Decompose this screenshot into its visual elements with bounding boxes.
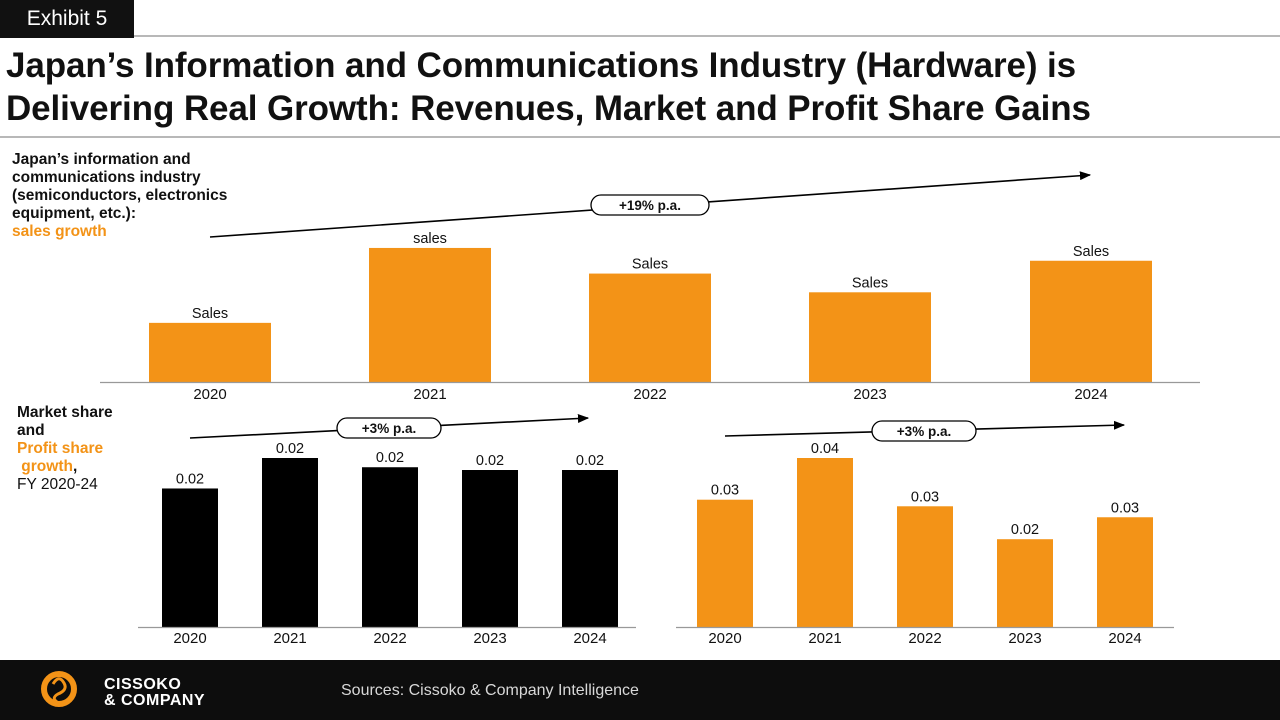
bar-2-2024 <box>562 470 618 627</box>
x-tick-3-2024: 2024 <box>1108 630 1141 647</box>
bar-2-2022 <box>362 467 418 627</box>
trend-label-1: +19% p.a. <box>619 198 681 213</box>
data-label-3-2022: 0.03 <box>911 489 939 505</box>
trend-badge-1 <box>590 194 710 216</box>
company-logo-icon <box>41 671 77 707</box>
data-label-2-2024: 0.02 <box>576 453 604 469</box>
trend-label-2: +3% p.a. <box>362 421 416 436</box>
sources-note: Sources: Cissoko & Company Intelligence <box>341 682 639 699</box>
data-label-2-2023: 0.02 <box>476 453 504 469</box>
trend-badge-2 <box>336 417 442 439</box>
bar-2-2023 <box>462 470 518 627</box>
bar-1-2021 <box>369 247 491 382</box>
bar-3-2023 <box>997 539 1053 627</box>
bar-2-2021 <box>262 458 318 627</box>
x-tick-3-2021: 2021 <box>808 630 841 647</box>
bar-1-2023 <box>809 292 931 382</box>
bar-1-2020 <box>149 322 271 382</box>
data-label-1-2023: Sales <box>852 275 888 291</box>
data-label-1-2021: sales <box>413 231 447 247</box>
logo-line-2: & COMPANY <box>104 692 206 709</box>
bar-3-2020 <box>697 499 753 627</box>
x-tick-2-2024: 2024 <box>573 630 606 647</box>
x-tick-1-2024: 2024 <box>1074 386 1107 403</box>
share-label-line-1: Market share <box>17 404 113 421</box>
x-tick-1-2021: 2021 <box>413 386 446 403</box>
data-label-1-2022: Sales <box>632 257 668 273</box>
x-tick-2-2022: 2022 <box>373 630 406 647</box>
data-label-2-2020: 0.02 <box>176 471 204 487</box>
data-label-3-2021: 0.04 <box>811 441 839 457</box>
sales-label-line-2: communications industry <box>12 169 201 186</box>
data-label-3-2020: 0.03 <box>711 483 739 499</box>
trend-label-3: +3% p.a. <box>897 424 951 439</box>
sales-label-line-3: (semiconductors, electronics <box>12 187 228 204</box>
share-label-highlight-2: growth <box>17 458 73 475</box>
bar-2-2020 <box>162 488 218 627</box>
sales-label-line-4: equipment, etc.): <box>12 205 137 222</box>
company-logo-text: CISSOKO & COMPANY <box>104 677 205 709</box>
data-label-2-2022: 0.02 <box>376 450 404 466</box>
data-label-3-2024: 0.03 <box>1111 500 1139 516</box>
logo-line-1: CISSOKO <box>104 676 182 693</box>
share-chart-label: Market share and Profit share growth, FY… <box>17 404 113 494</box>
page-title: Japan’s Information and Communications I… <box>6 44 1278 130</box>
x-tick-1-2022: 2022 <box>633 386 666 403</box>
bar-1-2022 <box>589 273 711 382</box>
share-label-highlight-1: Profit share <box>17 440 104 457</box>
sales-label-line-1: Japan’s information and <box>12 151 191 168</box>
x-tick-3-2022: 2022 <box>908 630 941 647</box>
x-tick-2-2023: 2023 <box>473 630 506 647</box>
x-tick-3-2020: 2020 <box>708 630 741 647</box>
bar-1-2024 <box>1030 260 1152 382</box>
x-tick-2-2020: 2020 <box>173 630 206 647</box>
x-tick-3-2023: 2023 <box>1008 630 1041 647</box>
x-tick-2-2021: 2021 <box>273 630 306 647</box>
exhibit-label: Exhibit 5 <box>0 0 134 38</box>
title-divider <box>0 136 1280 138</box>
share-label-comma: , <box>72 458 78 475</box>
data-label-2-2021: 0.02 <box>276 441 304 457</box>
x-tick-1-2020: 2020 <box>193 386 226 403</box>
x-tick-1-2023: 2023 <box>853 386 886 403</box>
share-label-line-2: and <box>17 422 45 439</box>
data-label-1-2020: Sales <box>192 306 228 322</box>
charts-canvas: +19% p.a. Sales 2020 sales 2021 Sales 2022 Sale… <box>100 171 1200 647</box>
data-label-3-2023: 0.02 <box>1011 522 1039 538</box>
bar-3-2021 <box>797 458 853 627</box>
top-divider <box>134 35 1280 37</box>
title-line-2: Delivering Real Growth: Revenues, Market… <box>6 89 1091 128</box>
bar-3-2024 <box>1097 517 1153 627</box>
trend-badge-3 <box>871 420 977 442</box>
share-label-period: FY 2020-24 <box>17 476 98 493</box>
sales-label-highlight: sales growth <box>12 223 107 240</box>
title-line-1: Japan’s Information and Communications I… <box>6 46 1076 85</box>
footer: CISSOKO & COMPANY Sources: Cissoko & Com… <box>0 660 1280 720</box>
data-label-1-2024: Sales <box>1073 244 1109 260</box>
bar-3-2022 <box>897 506 953 627</box>
sales-chart-label: Japan’s information and communications i… <box>12 151 227 241</box>
